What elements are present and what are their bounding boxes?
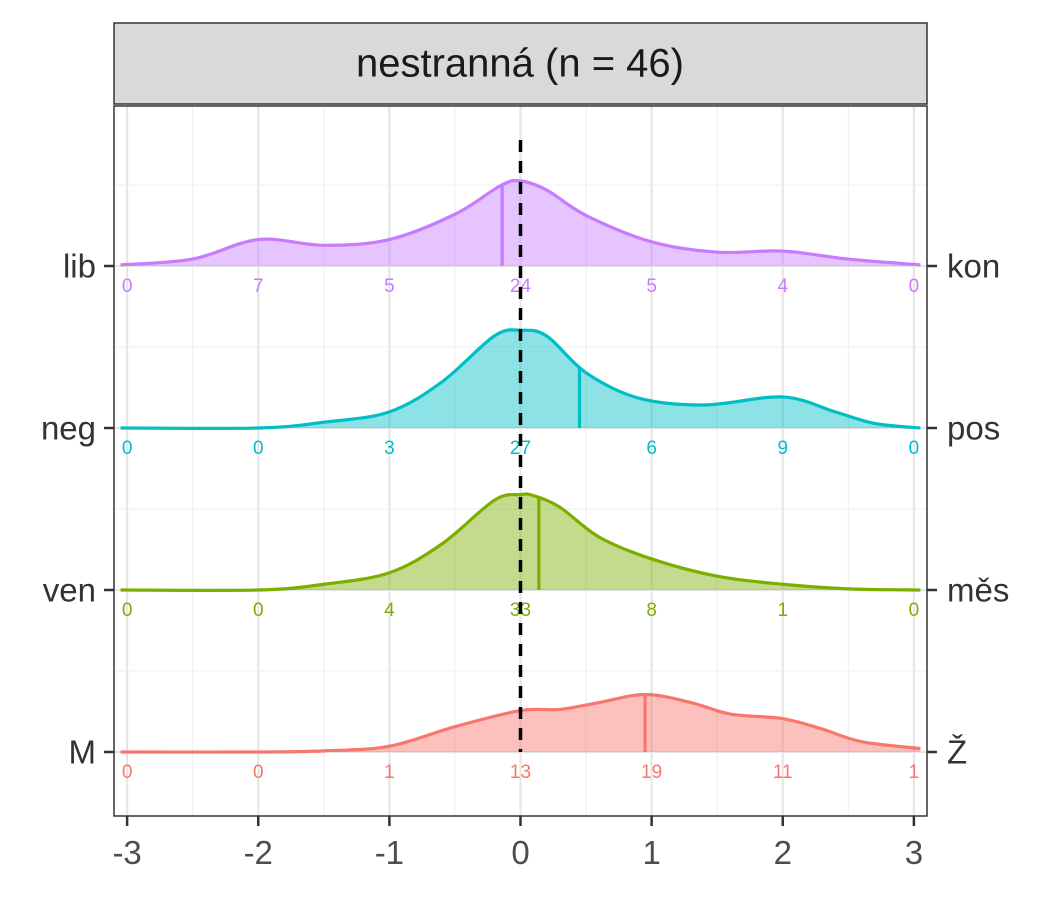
count-label: 8 xyxy=(646,600,657,621)
y-label-left: M xyxy=(69,734,97,771)
count-label: 19 xyxy=(641,762,662,783)
count-label: 0 xyxy=(909,600,920,621)
x-tick-label: 1 xyxy=(642,834,660,871)
density-line xyxy=(120,328,921,431)
y-axis-right: kon pos měs Ž xyxy=(927,248,1009,771)
x-tick-label: -1 xyxy=(375,834,404,871)
density-area xyxy=(120,180,921,266)
x-tick-label: 2 xyxy=(774,834,792,871)
y-label-right: pos xyxy=(947,410,1000,447)
count-label: 0 xyxy=(909,438,920,459)
count-label: 0 xyxy=(122,600,133,621)
density-area xyxy=(120,694,921,753)
count-labels: 0752454000327690004338100011319111 xyxy=(122,276,919,783)
count-label: 11 xyxy=(773,762,793,783)
y-axis-left: lib neg ven M xyxy=(41,248,114,771)
density-line xyxy=(120,492,921,593)
count-label: 4 xyxy=(384,600,395,621)
y-label-left: neg xyxy=(41,410,96,447)
count-label: 5 xyxy=(646,276,657,297)
count-label: 1 xyxy=(909,762,920,783)
count-label: 4 xyxy=(777,276,788,297)
count-label: 5 xyxy=(384,276,395,297)
y-label-right: Ž xyxy=(947,734,967,771)
count-label: 27 xyxy=(510,438,531,459)
count-label: 9 xyxy=(777,438,788,459)
count-label: 0 xyxy=(253,438,264,459)
count-label: 7 xyxy=(253,276,264,297)
facet-strip-box xyxy=(113,22,928,105)
panel: 0752454000327690004338100011319111 xyxy=(113,105,928,817)
y-label-right: měs xyxy=(947,572,1009,609)
x-tick-label: 0 xyxy=(511,834,529,871)
count-label: 3 xyxy=(384,438,395,459)
count-label: 1 xyxy=(777,600,788,621)
count-label: 24 xyxy=(510,276,532,297)
y-label-left: ven xyxy=(43,572,96,609)
count-label: 0 xyxy=(122,762,133,783)
y-label-left: lib xyxy=(63,248,96,285)
count-label: 0 xyxy=(909,276,920,297)
x-tick-label: -3 xyxy=(112,834,141,871)
density-line xyxy=(120,178,921,267)
count-label: 0 xyxy=(122,438,133,459)
facet-strip: nestranná (n = 46) xyxy=(113,22,928,105)
count-label: 1 xyxy=(384,762,395,783)
density-line xyxy=(120,692,921,754)
x-tick-label: 3 xyxy=(905,834,923,871)
y-label-right: kon xyxy=(947,248,1000,285)
x-tick-label: -2 xyxy=(244,834,273,871)
facet-title: nestranná (n = 46) xyxy=(356,42,684,86)
count-label: 0 xyxy=(253,600,264,621)
count-label: 0 xyxy=(253,762,264,783)
count-label: 0 xyxy=(122,276,133,297)
x-axis: -3 -2 -1 0 1 2 3 xyxy=(112,816,923,871)
count-label: 6 xyxy=(646,438,657,459)
count-label: 13 xyxy=(510,762,531,783)
